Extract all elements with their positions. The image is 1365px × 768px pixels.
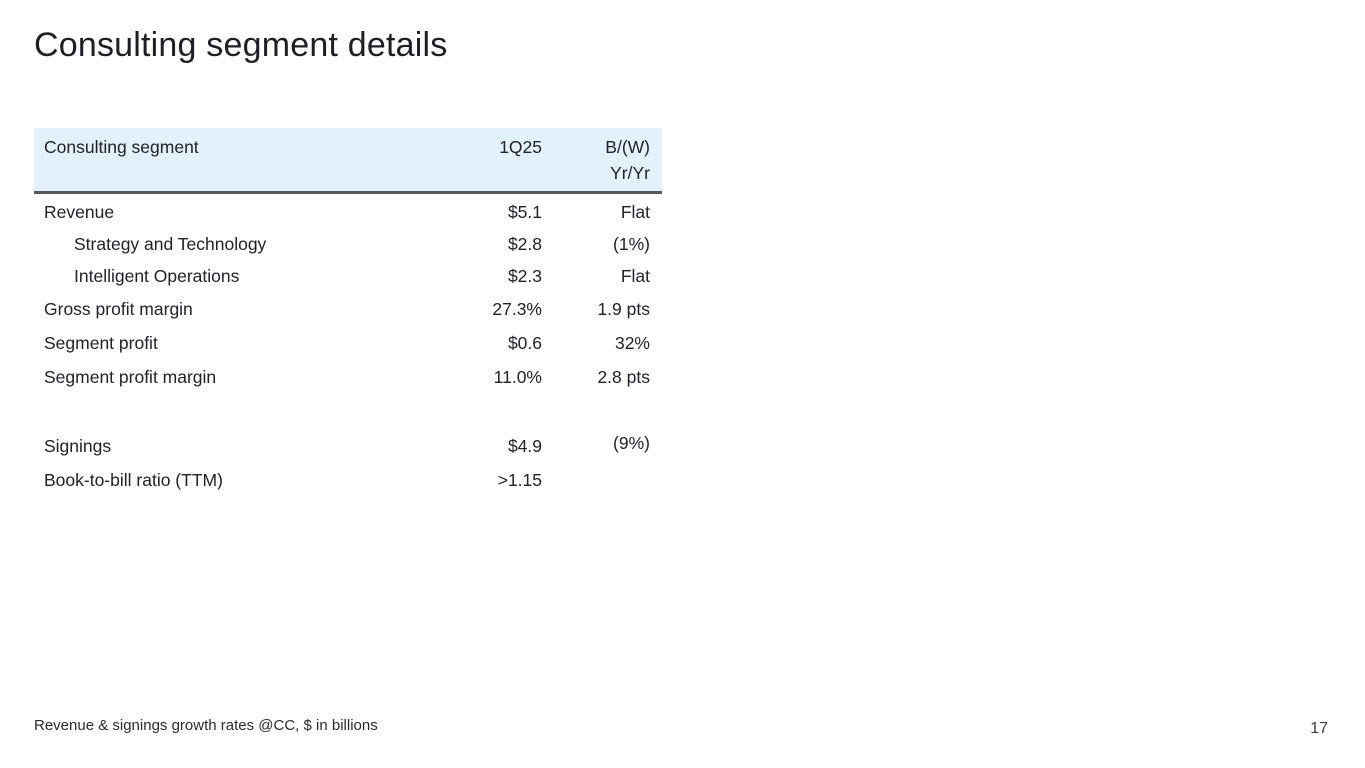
row-label: Gross profit margin [44,298,193,319]
row-label: Intelligent Operations [74,265,240,286]
table-row-intelligent-operations: Intelligent Operations $2.3 Flat [34,260,662,292]
consulting-segment-table: Consulting segment 1Q25 B/(W) Yr/Yr Reve… [34,128,662,497]
column-header-change-line1: B/(W) [605,137,650,157]
row-yoy: 32% [614,332,650,353]
row-label: Strategy and Technology [74,233,267,254]
table-row-signings: Signings $4.9 (9%) [34,429,662,463]
row-label: Segment profit margin [44,366,217,387]
page-number: 17 [1310,720,1328,737]
row-value: $0.6 [507,332,542,353]
row-yoy: (1%) [613,233,650,254]
row-yoy: Flat [620,201,650,222]
column-header-period: 1Q25 [499,137,542,157]
table-row-strategy-technology: Strategy and Technology $2.8 (1%) [34,228,662,260]
row-label: Signings [44,435,112,456]
table-row-segment-profit-margin: Segment profit margin 11.0% 2.8 pts [34,360,662,394]
column-header-change-line2: Yr/Yr [610,163,650,183]
row-yoy: Flat [620,265,650,286]
row-value: 11.0% [493,366,542,387]
table-body: Revenue $5.1 Flat Strategy and Technolog… [34,194,662,497]
row-yoy: 1.9 pts [597,298,650,319]
column-header-change: B/(W) Yr/Yr [542,134,650,186]
row-value: $2.8 [507,233,542,254]
row-value: 27.3% [492,298,542,319]
page-title: Consulting segment details [34,26,448,64]
table-row-gross-profit-margin: Gross profit margin 27.3% 1.9 pts [34,292,662,326]
row-value: >1.15 [497,469,542,490]
row-value: $4.9 [507,435,542,456]
table-header-row: Consulting segment 1Q25 B/(W) Yr/Yr [34,128,662,194]
footnote: Revenue & signings growth rates @CC, $ i… [34,717,378,734]
row-label: Segment profit [44,332,158,353]
row-yoy: 2.8 pts [597,366,650,387]
row-label: Book-to-bill ratio (TTM) [44,469,223,490]
table-row-revenue: Revenue $5.1 Flat [34,196,662,228]
row-label: Revenue [44,201,115,222]
table-row-segment-profit: Segment profit $0.6 32% [34,326,662,360]
table-row-book-to-bill: Book-to-bill ratio (TTM) >1.15 [34,463,662,497]
row-yoy: (9%) [613,432,650,453]
table-spacer-row [34,394,662,429]
column-header-segment: Consulting segment [44,137,199,157]
row-value: $2.3 [507,265,542,286]
row-value: $5.1 [507,201,542,222]
